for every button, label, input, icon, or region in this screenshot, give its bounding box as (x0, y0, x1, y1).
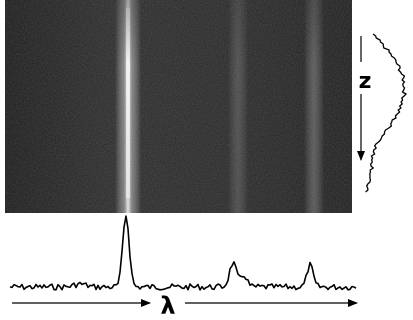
z-axis: z (357, 36, 372, 161)
lambda-axis-label: λ (160, 292, 175, 320)
spectrum-profile (9, 215, 357, 291)
z-profile (365, 33, 407, 193)
detector-noise (5, 0, 352, 213)
lambda-axis: λ (12, 292, 358, 320)
z-axis-label: z (359, 69, 372, 94)
detector-image (5, 0, 352, 213)
